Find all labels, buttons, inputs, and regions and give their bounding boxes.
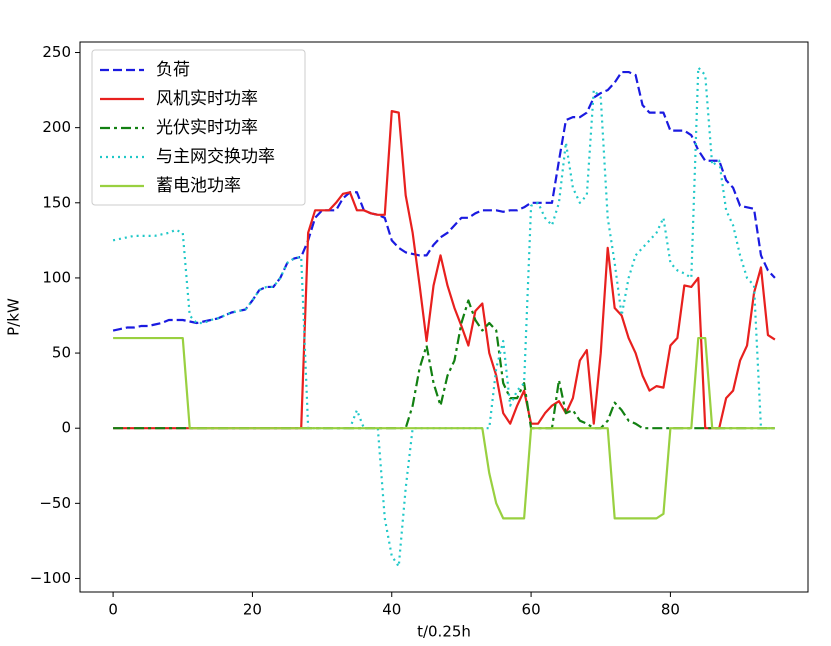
x-tick-label: 20 (243, 601, 262, 619)
y-tick-label: 200 (42, 118, 71, 136)
series-line (112, 70, 776, 332)
y-tick-label: −50 (39, 494, 71, 512)
legend-label: 与主网交换功率 (156, 147, 275, 167)
y-tick-label: 250 (42, 43, 71, 61)
plot-lines (112, 66, 776, 568)
y-tick-label: −100 (30, 569, 71, 587)
y-axis-label: P/kW (5, 298, 23, 336)
x-tick-label: 60 (522, 601, 541, 619)
series-line (112, 66, 775, 568)
series-line (113, 336, 775, 520)
y-tick-label: 0 (61, 419, 71, 437)
plot-frame (79, 41, 809, 593)
x-tick-label: 80 (661, 601, 680, 619)
legend-box (91, 49, 306, 206)
legend-label: 负荷 (156, 60, 190, 80)
legend-label: 光伏实时功率 (156, 118, 258, 138)
y-tick-label: 150 (42, 193, 71, 211)
legend-label: 风机实时功率 (156, 89, 258, 109)
y-tick-label: 100 (42, 268, 71, 286)
x-tick-label: 40 (382, 601, 401, 619)
y-tick-label: 50 (52, 344, 71, 362)
x-tick-label: 0 (108, 601, 118, 619)
legend-label: 蓄电池功率 (156, 176, 241, 196)
x-axis-label: t/0.25h (417, 623, 471, 641)
